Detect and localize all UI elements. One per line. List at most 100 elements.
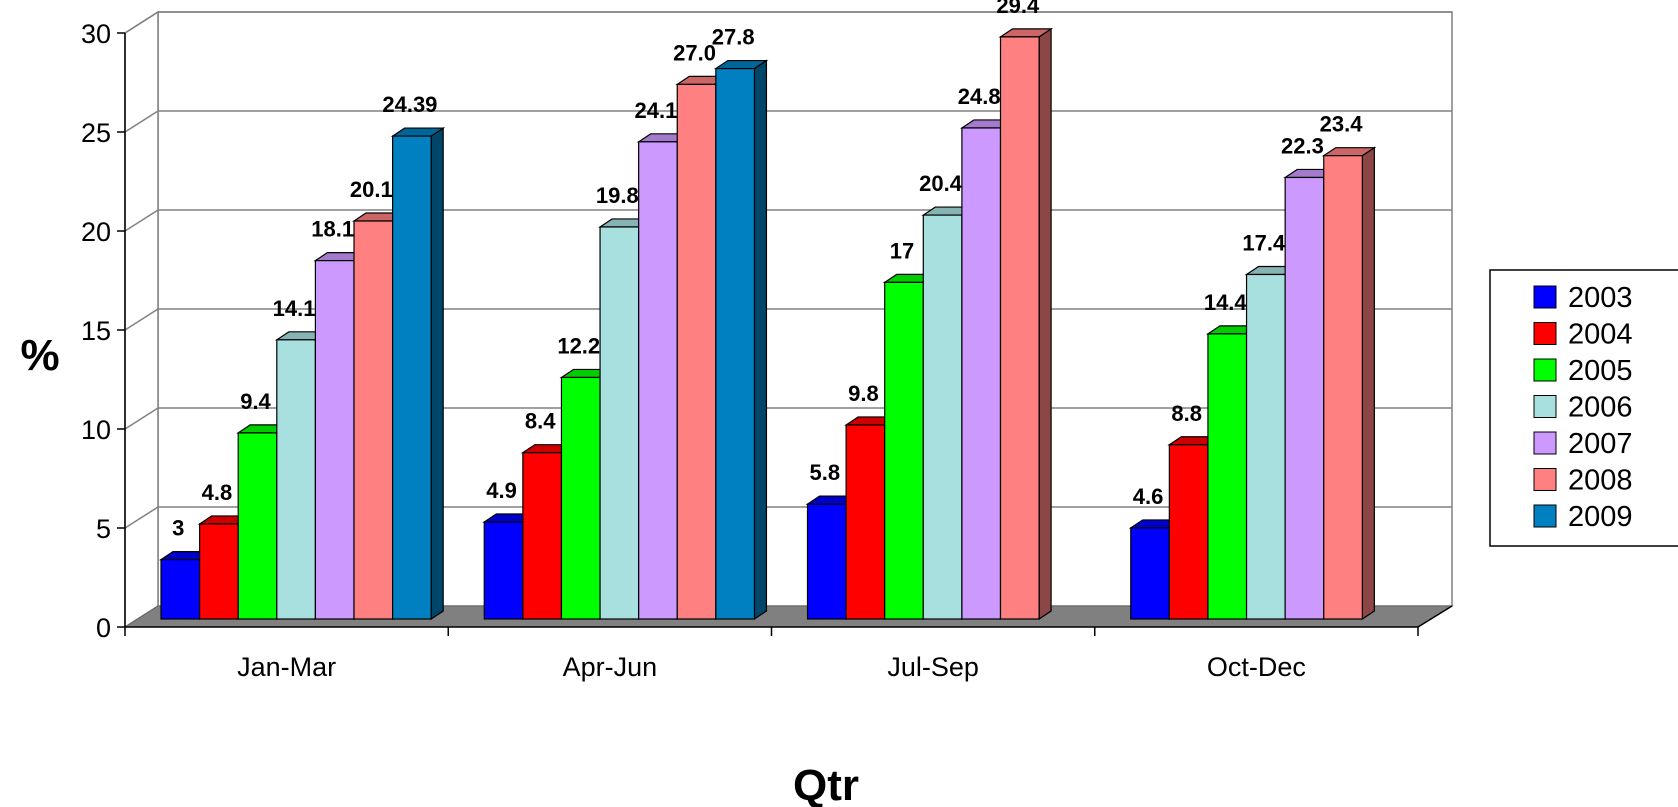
- y-tick-label: 10: [81, 415, 111, 445]
- bar: [998, 27, 1054, 621]
- data-label: 24.39: [382, 92, 437, 117]
- data-label: 23.4: [1320, 112, 1364, 137]
- bar-side: [1038, 27, 1052, 621]
- legend-label: 2004: [1568, 319, 1633, 351]
- data-label: 24.8: [958, 84, 1001, 109]
- data-label: 4.8: [202, 480, 233, 505]
- legend-label: 2003: [1568, 282, 1633, 314]
- bar-front: [1245, 273, 1286, 620]
- legend-label: 2006: [1568, 392, 1633, 424]
- x-tick-label: Jul-Sep: [887, 652, 979, 682]
- data-label: 18.1: [311, 217, 354, 242]
- floor-edge-line: [1417, 605, 1453, 628]
- legend-box: [1489, 269, 1678, 547]
- data-label: 19.8: [596, 183, 639, 208]
- data-label: 29.4: [996, 0, 1040, 18]
- bar-front: [999, 36, 1040, 620]
- data-label: 20.1: [350, 177, 393, 202]
- bar-front: [160, 558, 201, 620]
- bar-front: [199, 523, 239, 620]
- bar-front: [237, 432, 278, 620]
- gridline-diagonal: [124, 209, 159, 232]
- bar-side: [753, 59, 768, 621]
- y-tick-label: 30: [81, 19, 111, 49]
- data-label: 4.9: [486, 478, 517, 503]
- data-label: 14.1: [273, 296, 316, 321]
- bar-front: [1284, 176, 1325, 620]
- legend-swatch: [1533, 504, 1557, 528]
- bar-front: [922, 214, 963, 620]
- bar-front: [1168, 444, 1209, 620]
- axes: [117, 32, 1453, 636]
- x-tick-label: Apr-Jun: [563, 652, 658, 682]
- legend-item: 2007: [1533, 428, 1633, 460]
- bar-front: [560, 376, 601, 620]
- legend-swatch: [1533, 322, 1557, 345]
- x-tick-labels: Jan-Mar Apr-Jun Jul-Sep Oct-Dec: [237, 652, 1306, 682]
- data-label: 24.1: [635, 98, 678, 123]
- bar: [713, 59, 769, 621]
- bar-front: [392, 135, 432, 620]
- data-label: 27.8: [712, 25, 755, 50]
- gridline-diagonal: [124, 308, 159, 331]
- legend-label: 2008: [1568, 465, 1633, 497]
- y-tick-label: 15: [81, 316, 111, 346]
- x-axis-title: Qtr: [793, 761, 859, 807]
- legend-swatch: [1533, 468, 1557, 491]
- bar-front: [1207, 333, 1248, 620]
- bar-front: [715, 67, 756, 620]
- data-label: 8.4: [525, 409, 556, 434]
- legend-swatch: [1533, 358, 1557, 382]
- bars: [159, 27, 1377, 621]
- bar-side: [430, 126, 444, 621]
- bar-front: [676, 83, 717, 620]
- data-label: 20.4: [919, 171, 963, 196]
- bar: [390, 126, 446, 621]
- bar-front: [599, 226, 640, 620]
- gridline-diagonal: [124, 110, 159, 133]
- data-label: 9.4: [240, 389, 271, 414]
- gridline-diagonal: [124, 407, 159, 430]
- bar-front: [845, 424, 886, 620]
- x-tick-label: Oct-Dec: [1207, 652, 1306, 682]
- legend-swatch: [1533, 285, 1557, 309]
- data-label: 8.8: [1171, 401, 1202, 426]
- data-label: 22.3: [1281, 133, 1324, 158]
- bar-front: [276, 339, 316, 620]
- y-tick-label: 5: [96, 514, 111, 544]
- bar-front: [1323, 155, 1363, 620]
- legend: 2003 2004 2005 2006 2007 2008 2009: [1489, 269, 1678, 547]
- data-label: 9.8: [848, 381, 879, 406]
- bar-front: [961, 127, 1002, 620]
- legend-item: 2004: [1533, 319, 1633, 351]
- legend-item: 2006: [1533, 392, 1633, 424]
- x-tick-label: Jan-Mar: [237, 652, 336, 682]
- legend-label: 2007: [1568, 428, 1633, 460]
- bar-front: [353, 220, 394, 620]
- legend-item: 2008: [1533, 465, 1633, 497]
- y-tick-label: 0: [96, 613, 111, 643]
- legend-label: 2005: [1568, 355, 1633, 387]
- bar-front: [884, 281, 924, 620]
- y-axis-title: %: [20, 331, 59, 380]
- legend-label: 2009: [1568, 501, 1633, 533]
- data-label: 12.2: [557, 333, 600, 358]
- data-label: 17: [890, 238, 914, 263]
- y-tick-label: 25: [81, 118, 111, 148]
- gridline-diagonal: [124, 506, 159, 529]
- bar-front: [1130, 527, 1170, 620]
- data-label: 4.6: [1133, 484, 1164, 509]
- data-label: 5.8: [810, 460, 841, 485]
- bar-side: [1361, 146, 1375, 621]
- bar-front: [314, 260, 355, 620]
- legend-item: 2009: [1533, 501, 1633, 533]
- y-tick-label: 20: [81, 217, 111, 247]
- legend-item: 2003: [1533, 282, 1633, 314]
- data-label: 17.4: [1242, 230, 1286, 255]
- legend-swatch: [1533, 431, 1557, 455]
- legend-swatch: [1533, 395, 1557, 418]
- data-label: 3: [172, 516, 184, 541]
- y-tick-labels: 0 5 10 15 20 25 30: [81, 19, 111, 643]
- bar-front: [483, 521, 524, 620]
- legend-item: 2005: [1533, 355, 1633, 387]
